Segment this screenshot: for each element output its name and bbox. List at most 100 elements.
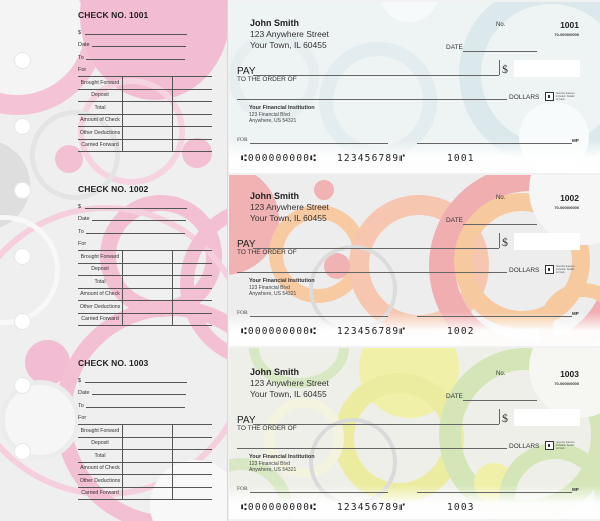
stub-date-field[interactable]: Date [78, 210, 212, 222]
owner-city: Your Town, IL 60455 [250, 213, 327, 223]
date-field[interactable] [463, 51, 537, 52]
register-cell[interactable] [172, 113, 212, 127]
check-fade [229, 312, 600, 346]
register-cell[interactable] [122, 436, 173, 450]
register-cell[interactable] [172, 449, 212, 462]
register-cell[interactable] [122, 113, 173, 127]
register-cell[interactable] [122, 300, 173, 313]
register-cell[interactable] [122, 126, 173, 139]
memo-field[interactable] [250, 316, 388, 317]
bank-street: 123 Financial Blvd [249, 285, 290, 291]
micr-account: 123456789⑈ [337, 326, 407, 337]
stub-amount-field[interactable]: $ [78, 197, 212, 210]
owner-city: Your Town, IL 60455 [250, 40, 327, 50]
mp-label: MP [572, 487, 579, 492]
register-cell[interactable] [172, 486, 212, 500]
register-cell[interactable] [172, 424, 212, 437]
amount-words-field[interactable] [237, 448, 507, 449]
owner-street: 123 Anywhere Street [250, 29, 329, 39]
date-field[interactable] [463, 400, 537, 401]
memo-field[interactable] [250, 492, 388, 493]
register-cell[interactable] [122, 486, 173, 500]
stub-for-field[interactable]: For [78, 409, 212, 421]
amount-divider [499, 409, 500, 424]
check-no-label: No. [496, 195, 506, 201]
register-cell[interactable] [122, 250, 173, 263]
register-cell[interactable] [172, 126, 212, 139]
register-cell[interactable] [122, 424, 173, 437]
owner-street: 123 Anywhere Street [250, 202, 329, 212]
register-cell[interactable] [172, 474, 212, 487]
payee-field[interactable] [253, 75, 499, 76]
micr-account: 123456789⑈ [337, 153, 407, 164]
stub-amount-field[interactable]: $ [78, 371, 212, 384]
security-lock-icon [545, 92, 554, 101]
stub-title: CHECK NO. 1002 [78, 184, 149, 194]
register-cell[interactable] [172, 76, 212, 89]
register-cell[interactable] [122, 449, 173, 462]
punch-hole [14, 52, 31, 69]
register-cell[interactable] [122, 275, 173, 288]
stub-field-label: For [78, 415, 87, 421]
register-cell[interactable] [122, 88, 173, 102]
register-label: Total [78, 449, 123, 462]
amount-words-field[interactable] [237, 99, 507, 100]
fraction-code: 70-0000/0000 [554, 32, 579, 37]
stub-field-label: To [78, 402, 84, 409]
payee-field[interactable] [253, 424, 499, 425]
register-cell[interactable] [172, 101, 212, 114]
register-cell[interactable] [172, 312, 212, 326]
register-cell[interactable] [172, 138, 212, 152]
signature-field[interactable] [417, 143, 572, 144]
register-cell[interactable] [172, 262, 212, 276]
stub-field-label: For [78, 67, 87, 73]
check-1002: John Smith 123 Anywhere Street Your Town… [229, 175, 600, 346]
stub-to-field[interactable]: To [78, 222, 212, 235]
stub-for-field[interactable]: For [78, 61, 212, 73]
register-cell[interactable] [122, 262, 173, 276]
register-cell[interactable] [172, 250, 212, 263]
register-label: Other Deductions [78, 300, 123, 313]
check-1003: John Smith 123 Anywhere Street Your Town… [229, 348, 600, 519]
stub-to-field[interactable]: To [78, 396, 212, 409]
signature-field[interactable] [417, 492, 572, 493]
bank-city: Anywhere, US 54321 [249, 291, 297, 297]
payee-field[interactable] [253, 248, 499, 249]
stub-date-field[interactable]: Date [78, 36, 212, 48]
amount-box[interactable] [514, 409, 580, 426]
register-cell[interactable] [122, 76, 173, 89]
register-cell[interactable] [172, 88, 212, 102]
register-cell[interactable] [172, 461, 212, 475]
stub-date-field[interactable]: Date [78, 384, 212, 396]
register-cell[interactable] [122, 138, 173, 152]
register-cell[interactable] [122, 474, 173, 487]
owner-street: 123 Anywhere Street [250, 378, 329, 388]
date-field[interactable] [463, 224, 537, 225]
amount-box[interactable] [514, 233, 580, 250]
register-cell[interactable] [122, 287, 173, 301]
register-cell[interactable] [122, 101, 173, 114]
stub-amount-field[interactable]: $ [78, 23, 212, 36]
amount-words-field[interactable] [237, 272, 507, 273]
register-cell[interactable] [172, 275, 212, 288]
stub-for-field[interactable]: For [78, 235, 212, 247]
stub-column: CHECK NO. 1001 $ Date To For Brought For… [0, 0, 228, 521]
register-cell[interactable] [172, 436, 212, 450]
register-cell[interactable] [172, 300, 212, 313]
register-cell[interactable] [122, 312, 173, 326]
stub-register-table: Brought Forward Deposit Total Amount of … [78, 424, 212, 500]
punch-hole [14, 443, 31, 460]
dollar-sign: $ [502, 62, 508, 76]
micr-routing: ⑆000000000⑆ [241, 153, 318, 164]
perforation-line [227, 0, 228, 521]
register-label: Carried Forward [78, 312, 123, 326]
amount-box[interactable] [514, 60, 580, 77]
register-cell[interactable] [172, 287, 212, 301]
stub-to-field[interactable]: To [78, 48, 212, 61]
fraction-code: 70-0000/0000 [554, 381, 579, 386]
stub-title: CHECK NO. 1001 [78, 10, 149, 20]
signature-field[interactable] [417, 316, 572, 317]
register-cell[interactable] [122, 461, 173, 475]
register-label: Brought Forward [78, 250, 123, 263]
memo-field[interactable] [250, 143, 388, 144]
